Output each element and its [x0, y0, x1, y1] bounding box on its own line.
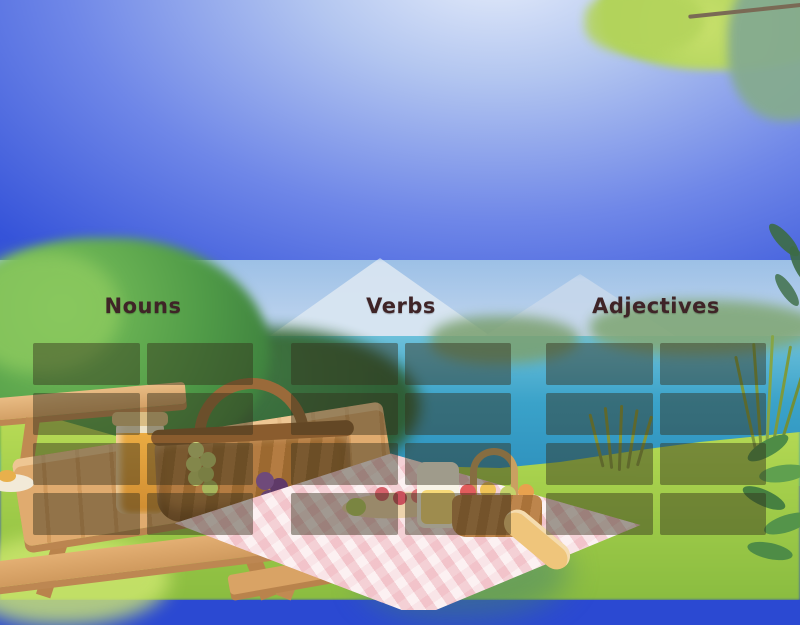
drop-slot[interactable] — [291, 393, 398, 435]
category-label-adjectives: Adjectives — [592, 294, 720, 318]
drop-slot[interactable] — [546, 343, 653, 385]
category-group-adjectives: Adjectives — [546, 292, 766, 535]
tree-foliage-top — [585, 0, 705, 54]
drop-slot[interactable] — [659, 493, 766, 535]
drop-slot[interactable] — [659, 393, 766, 435]
drop-slot[interactable] — [404, 393, 511, 435]
drop-slot[interactable] — [291, 493, 398, 535]
grass-blade — [779, 360, 800, 446]
drop-slot[interactable] — [33, 443, 140, 485]
picnic-blanket-illustration — [170, 440, 650, 610]
drop-slot[interactable] — [659, 343, 766, 385]
drop-slot[interactable] — [291, 443, 398, 485]
drop-slot[interactable] — [146, 443, 253, 485]
drop-slot[interactable] — [291, 343, 398, 385]
drop-slot[interactable] — [33, 493, 140, 535]
green-apple — [346, 498, 366, 516]
verbs-slot-grid — [291, 343, 511, 535]
drop-slot[interactable] — [146, 393, 253, 435]
drop-slot[interactable] — [404, 443, 511, 485]
category-label-verbs: Verbs — [366, 294, 436, 318]
category-label-nouns: Nouns — [104, 294, 182, 318]
drop-slot[interactable] — [659, 443, 766, 485]
adjectives-slot-grid — [546, 343, 766, 535]
nouns-slot-grid — [33, 343, 253, 535]
drop-slot[interactable] — [546, 493, 653, 535]
drop-slot[interactable] — [404, 493, 511, 535]
green-grapes — [188, 442, 204, 458]
food-item — [0, 470, 16, 482]
drop-slot[interactable] — [33, 393, 140, 435]
lemonade — [421, 490, 455, 524]
leaf — [745, 538, 795, 564]
drop-slot[interactable] — [146, 343, 253, 385]
drop-slot[interactable] — [404, 343, 511, 385]
drop-slot[interactable] — [146, 493, 253, 535]
picnic-table-illustration — [0, 372, 418, 608]
category-group-verbs: Verbs — [291, 292, 511, 535]
purple-grapes — [256, 472, 274, 490]
drop-slot[interactable] — [546, 443, 653, 485]
category-group-nouns: Nouns — [33, 292, 253, 535]
drop-slot[interactable] — [546, 393, 653, 435]
drop-slot[interactable] — [33, 343, 140, 385]
bush — [590, 300, 800, 355]
red-fruits — [375, 487, 389, 501]
bush — [430, 316, 580, 364]
leaf — [761, 507, 800, 540]
jar-lid — [112, 412, 168, 426]
